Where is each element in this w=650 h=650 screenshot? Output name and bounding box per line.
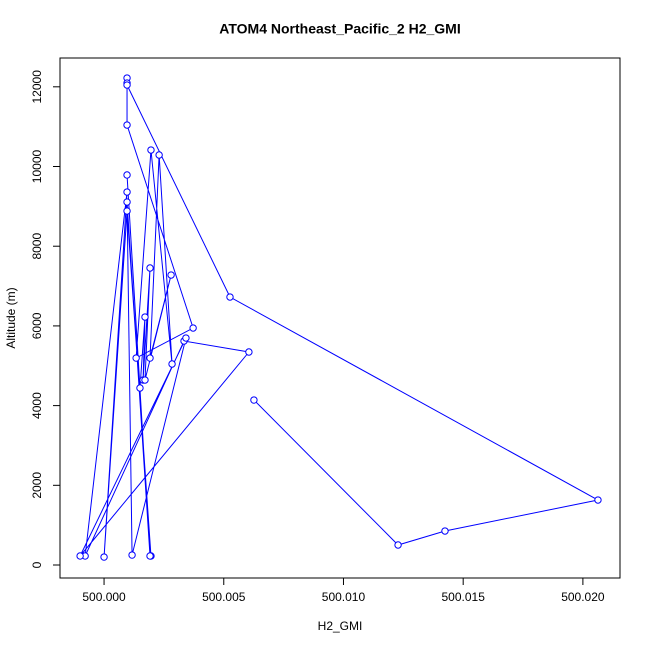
data-point [123, 188, 131, 196]
y-tick-label: 8000 [30, 233, 44, 260]
y-tick-label: 6000 [30, 312, 44, 339]
data-point [155, 151, 163, 159]
data-point [123, 171, 131, 179]
data-point [245, 348, 253, 356]
data-point [128, 551, 136, 559]
y-tick-label: 10000 [30, 150, 44, 184]
data-point [168, 360, 176, 368]
x-tick-label: 500.005 [202, 590, 246, 604]
data-point [76, 552, 84, 560]
data-point [100, 553, 108, 561]
data-point [123, 81, 131, 89]
data-point [141, 313, 149, 321]
x-tick-label: 500.020 [561, 590, 605, 604]
data-point [189, 324, 197, 332]
data-point [394, 541, 402, 549]
y-tick-label: 12000 [30, 70, 44, 104]
data-point [167, 271, 175, 279]
data-point [146, 354, 154, 362]
data-line [79, 78, 600, 558]
data-point [147, 146, 155, 154]
data-point [182, 334, 190, 342]
data-point [132, 354, 140, 362]
data-point [146, 552, 154, 560]
data-point [123, 207, 131, 215]
y-tick-label: 4000 [30, 392, 44, 419]
y-tick-label: 0 [30, 561, 44, 568]
x-axis-label: H2_GMI [318, 619, 363, 633]
data-point [146, 264, 154, 272]
data-point [123, 121, 131, 129]
data-point [136, 384, 144, 392]
y-axis-label: Altitude (m) [4, 287, 18, 348]
data-point [594, 496, 602, 504]
data-point [250, 396, 258, 404]
y-tick-label: 2000 [30, 472, 44, 499]
data-point [226, 293, 234, 301]
x-tick-label: 500.015 [441, 590, 485, 604]
x-tick-label: 500.000 [82, 590, 126, 604]
chart-title: ATOM4 Northeast_Pacific_2 H2_GMI [219, 21, 460, 37]
x-tick-label: 500.010 [322, 590, 366, 604]
plot-frame [59, 57, 621, 579]
data-point [123, 198, 131, 206]
data-point [441, 527, 449, 535]
data-point [141, 376, 149, 384]
